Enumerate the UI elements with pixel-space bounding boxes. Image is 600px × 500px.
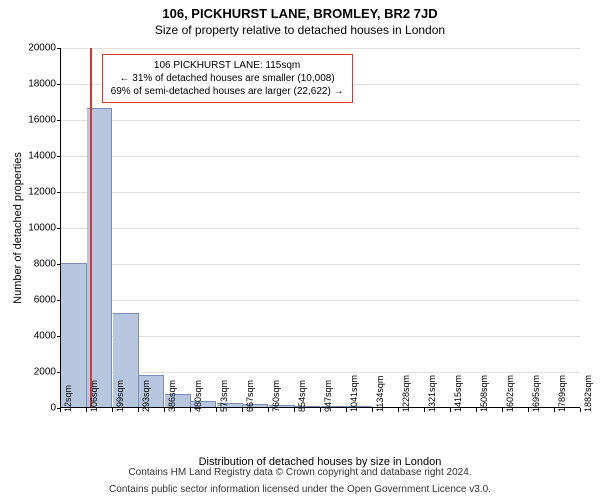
xtick-label: 1041sqm — [349, 375, 359, 412]
footer: Contains HM Land Registry data © Crown c… — [0, 464, 600, 498]
ytick-mark — [57, 372, 61, 373]
xtick-mark — [138, 408, 139, 412]
xtick-label: 1508sqm — [479, 375, 489, 412]
xtick-label: 12sqm — [63, 385, 73, 412]
xtick-mark — [190, 408, 191, 412]
xtick-mark — [112, 408, 113, 412]
xtick-label: 106sqm — [89, 380, 99, 412]
xtick-mark — [398, 408, 399, 412]
ytick-label: 8000 — [16, 259, 56, 270]
annotation-box: 106 PICKHURST LANE: 115sqm ← 31% of deta… — [102, 54, 353, 103]
ytick-mark — [57, 300, 61, 301]
xtick-label: 1321sqm — [427, 375, 437, 412]
ytick-label: 14000 — [16, 151, 56, 162]
ytick-mark — [57, 336, 61, 337]
xtick-mark — [424, 408, 425, 412]
xtick-mark — [320, 408, 321, 412]
plot-area: 106 PICKHURST LANE: 115sqm ← 31% of deta… — [60, 48, 580, 408]
xtick-mark — [450, 408, 451, 412]
xtick-mark — [502, 408, 503, 412]
ytick-mark — [57, 48, 61, 49]
ytick-mark — [57, 228, 61, 229]
ytick-label: 12000 — [16, 187, 56, 198]
xtick-mark — [528, 408, 529, 412]
ytick-mark — [57, 156, 61, 157]
xtick-label: 293sqm — [141, 380, 151, 412]
annotation-line2: ← 31% of detached houses are smaller (10… — [111, 72, 344, 85]
xtick-mark — [294, 408, 295, 412]
xtick-mark — [60, 408, 61, 412]
ytick-mark — [57, 84, 61, 85]
xtick-label: 947sqm — [323, 380, 333, 412]
ytick-label: 20000 — [16, 43, 56, 54]
xtick-label: 1602sqm — [505, 375, 515, 412]
xtick-label: 1228sqm — [401, 375, 411, 412]
ytick-label: 18000 — [16, 79, 56, 90]
chart-container: 106, PICKHURST LANE, BROMLEY, BR2 7JD Si… — [0, 0, 600, 500]
ytick-mark — [57, 264, 61, 265]
xtick-label: 480sqm — [193, 380, 203, 412]
footer-line2: Contains public sector information licen… — [0, 481, 600, 498]
xtick-mark — [164, 408, 165, 412]
xtick-label: 760sqm — [271, 380, 281, 412]
ytick-mark — [57, 192, 61, 193]
annotation-line1: 106 PICKHURST LANE: 115sqm — [111, 59, 344, 72]
xtick-label: 1695sqm — [531, 375, 541, 412]
ytick-label: 2000 — [16, 367, 56, 378]
ytick-label: 10000 — [16, 223, 56, 234]
xtick-label: 667sqm — [245, 380, 255, 412]
xtick-mark — [346, 408, 347, 412]
xtick-mark — [242, 408, 243, 412]
xtick-label: 1882sqm — [583, 375, 593, 412]
marker-line — [90, 48, 92, 407]
ytick-label: 6000 — [16, 295, 56, 306]
xtick-mark — [268, 408, 269, 412]
annotation-line3: 69% of semi-detached houses are larger (… — [111, 85, 344, 98]
xtick-label: 854sqm — [297, 380, 307, 412]
xtick-mark — [554, 408, 555, 412]
xtick-mark — [216, 408, 217, 412]
xtick-label: 386sqm — [167, 380, 177, 412]
xtick-mark — [86, 408, 87, 412]
footer-line1: Contains HM Land Registry data © Crown c… — [0, 464, 600, 481]
ytick-mark — [57, 120, 61, 121]
xtick-label: 199sqm — [115, 380, 125, 412]
ytick-label: 16000 — [16, 115, 56, 126]
chart-area: Number of detached properties 106 PICKHU… — [60, 48, 580, 432]
xtick-mark — [372, 408, 373, 412]
xtick-label: 1789sqm — [557, 375, 567, 412]
chart-subtitle: Size of property relative to detached ho… — [0, 21, 600, 37]
page-title: 106, PICKHURST LANE, BROMLEY, BR2 7JD — [0, 0, 600, 21]
xtick-mark — [580, 408, 581, 412]
xtick-label: 1134sqm — [375, 376, 385, 412]
xtick-label: 1415sqm — [453, 375, 463, 412]
ytick-label: 4000 — [16, 331, 56, 342]
ytick-label: 0 — [16, 403, 56, 414]
xtick-mark — [476, 408, 477, 412]
xtick-label: 573sqm — [219, 380, 229, 412]
